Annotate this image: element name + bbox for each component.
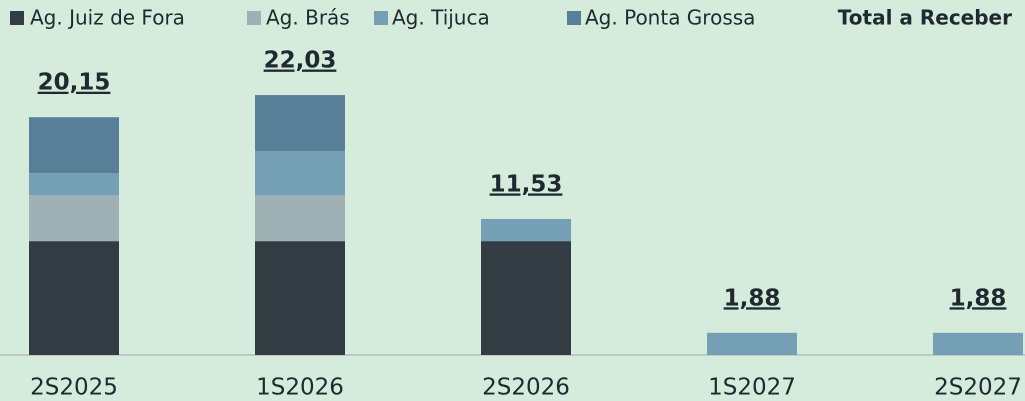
total-label: 20,15 [38,70,111,96]
bar-segment [481,218,571,242]
legend-label: Ag. Ponta Grossa [585,6,755,30]
bar-segment [29,173,119,196]
bar-segment [255,151,345,196]
legend-total: Total a Receber [838,6,1012,30]
x-tick-label: 2S2025 [30,375,118,401]
x-tick-label: 2S2027 [934,375,1022,401]
x-tick-label: 1S2027 [708,375,796,401]
legend-swatch [247,11,261,25]
bar-segment [29,195,119,242]
bar-segment [255,241,345,355]
legend-swatch [374,11,388,25]
total-label: 1,88 [950,285,1007,311]
bar-segment [707,332,797,355]
legend-label: Ag. Tijuca [392,6,490,30]
legend-label: Ag. Brás [266,6,350,30]
total-label: 22,03 [264,48,337,74]
legend-label: Ag. Juiz de Fora [30,6,185,30]
bar-segment [29,241,119,355]
x-tick-label: 1S2026 [256,375,344,401]
bar-segment [29,117,119,174]
bar-segment [255,195,345,242]
total-label: 1,88 [724,285,781,311]
x-tick-label: 2S2026 [482,375,570,401]
bar-segment [255,95,345,152]
bar-segment [481,241,571,355]
bar-segment [933,332,1023,355]
total-label: 11,53 [490,171,563,197]
legend-swatch [10,11,24,25]
legend-swatch [567,11,581,25]
